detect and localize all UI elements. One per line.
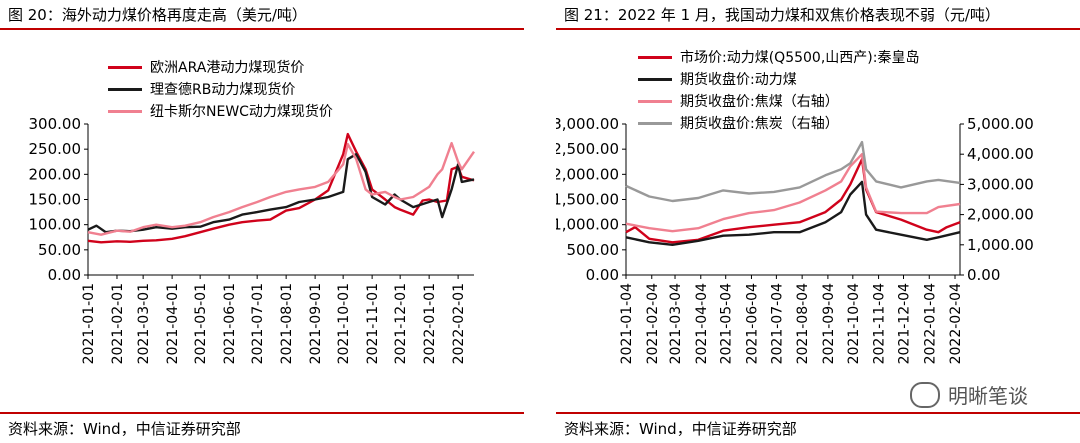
y-tick-label: 3,000.00 bbox=[556, 115, 619, 133]
chart-title: 图 20：海外动力煤价格再度走高（美元/吨） bbox=[8, 6, 307, 24]
y-tick-label: 1,000.00 bbox=[556, 216, 619, 234]
divider-top bbox=[0, 28, 524, 30]
legend-item: 期货收盘价:动力煤 bbox=[638, 68, 919, 90]
x-tick-label: 2021-07-04 bbox=[769, 283, 785, 364]
series-line-2 bbox=[87, 153, 475, 234]
x-tick-label: 2021-08-04 bbox=[795, 283, 811, 364]
y-tick-label: 50.00 bbox=[38, 241, 81, 259]
legend-item: 市场价:动力煤(Q5500,山西产):秦皇岛 bbox=[638, 46, 919, 68]
divider-top bbox=[556, 28, 1080, 30]
x-tick-label: 2021-07-01 bbox=[250, 283, 266, 364]
x-tick-label: 2021-09-01 bbox=[308, 283, 324, 364]
x-tick-label: 2021-12-01 bbox=[393, 283, 409, 364]
y-tick-label: 300.00 bbox=[29, 115, 82, 133]
y-tick-label: 0.00 bbox=[586, 266, 619, 284]
legend-label: 欧洲ARA港动力煤现货价 bbox=[150, 60, 305, 76]
legend-label: 期货收盘价:动力煤 bbox=[680, 72, 797, 88]
y-tick-label-right: 2,000.00 bbox=[967, 206, 1034, 224]
x-tick-label: 2021-06-04 bbox=[744, 283, 760, 364]
legend-label: 市场价:动力煤(Q5500,山西产):秦皇岛 bbox=[680, 50, 920, 66]
chart-legend: 市场价:动力煤(Q5500,山西产):秦皇岛 期货收盘价:动力煤期货收盘价:焦煤（… bbox=[638, 46, 919, 134]
source-note: 资料来源：Wind，中信证券研究部 bbox=[8, 420, 241, 438]
series-line-3 bbox=[87, 141, 475, 236]
x-tick-label: 2022-01-04 bbox=[922, 283, 938, 364]
y-tick-label: 500.00 bbox=[567, 241, 620, 259]
watermark: 明晰笔谈 bbox=[910, 380, 1028, 409]
x-tick-label: 2021-12-04 bbox=[897, 283, 913, 364]
y-tick-label-right: 0.00 bbox=[967, 266, 1000, 284]
legend-swatch bbox=[108, 109, 142, 113]
chart-legend: 欧洲ARA港动力煤现货价 理查德RB动力煤现货价纽卡斯尔NEWC动力煤现货价 bbox=[108, 56, 333, 122]
x-tick-label: 2021-08-01 bbox=[279, 283, 295, 364]
x-tick-label: 2022-01-01 bbox=[422, 283, 438, 364]
chart-title: 图 21：2022 年 1 月，我国动力煤和双焦价格表现不弱（元/吨） bbox=[564, 6, 1000, 24]
y-tick-label-right: 4,000.00 bbox=[967, 145, 1034, 163]
chart-panel-right: 图 21：2022 年 1 月，我国动力煤和双焦价格表现不弱（元/吨） 0.00… bbox=[556, 0, 1080, 443]
chart-panel-left: 图 20：海外动力煤价格再度走高（美元/吨） 0.00 50.00 100.00 15… bbox=[0, 0, 524, 443]
y-tick-label-right: 3,000.00 bbox=[967, 175, 1034, 193]
x-tick-label: 2021-02-04 bbox=[645, 283, 661, 364]
y-tick-label: 2,500.00 bbox=[556, 140, 619, 158]
x-tick-label: 2021-03-04 bbox=[668, 283, 684, 364]
y-tick-label: 150.00 bbox=[29, 191, 82, 209]
x-tick-label: 2021-04-01 bbox=[165, 283, 181, 364]
legend-swatch bbox=[638, 77, 672, 81]
legend-swatch bbox=[108, 87, 142, 91]
x-tick-label: 2021-11-01 bbox=[365, 283, 381, 364]
legend-label: 理查德RB动力煤现货价 bbox=[150, 82, 296, 98]
legend-swatch bbox=[638, 121, 672, 125]
legend-swatch bbox=[108, 65, 142, 69]
y-tick-label: 2,000.00 bbox=[556, 165, 619, 183]
y-tick-label: 250.00 bbox=[29, 140, 82, 158]
source-note: 资料来源：Wind，中信证券研究部 bbox=[564, 420, 797, 438]
legend-swatch bbox=[638, 55, 672, 59]
chart-plot-right: 0.00 500.00 1,000.00 1,500.00 2,000.00 2,500.… bbox=[556, 115, 1034, 364]
x-tick-label: 2021-03-01 bbox=[136, 283, 152, 364]
wechat-icon bbox=[910, 381, 940, 408]
legend-label: 期货收盘价:焦煤（右轴） bbox=[680, 94, 839, 110]
legend-item: 纽卡斯尔NEWC动力煤现货价 bbox=[108, 100, 333, 122]
x-tick-label: 2022-02-01 bbox=[451, 283, 467, 364]
x-tick-label: 2021-01-01 bbox=[81, 283, 97, 364]
legend-item: 期货收盘价:焦煤（右轴） bbox=[638, 90, 919, 112]
legend-item: 期货收盘价:焦炭（右轴） bbox=[638, 112, 919, 134]
x-tick-label: 2021-11-04 bbox=[872, 283, 888, 364]
chart-plot-left: 0.00 50.00 100.00 150.00 200.00 250.00 300.00 2… bbox=[29, 115, 475, 364]
divider-bottom bbox=[0, 412, 524, 414]
x-tick-label: 2021-05-04 bbox=[719, 283, 735, 364]
series-line-1 bbox=[625, 158, 961, 244]
x-tick-label: 2021-04-04 bbox=[694, 283, 710, 364]
y-tick-label-right: 5,000.00 bbox=[967, 115, 1034, 133]
x-tick-label: 2021-10-01 bbox=[336, 283, 352, 364]
y-tick-label: 1,500.00 bbox=[556, 191, 619, 209]
legend-label: 期货收盘价:焦炭（右轴） bbox=[680, 116, 839, 132]
x-tick-label: 2022-02-04 bbox=[948, 283, 964, 364]
divider-bottom bbox=[556, 412, 1080, 414]
x-tick-label: 2021-05-01 bbox=[193, 283, 209, 364]
legend-item: 欧洲ARA港动力煤现货价 bbox=[108, 56, 333, 78]
series-line-4 bbox=[625, 140, 961, 203]
series-line-2 bbox=[625, 180, 961, 246]
legend-label: 纽卡斯尔NEWC动力煤现货价 bbox=[150, 104, 333, 120]
series-line-3 bbox=[625, 153, 961, 233]
x-tick-label: 2021-10-04 bbox=[846, 283, 862, 364]
x-tick-label: 2021-02-01 bbox=[110, 283, 126, 364]
watermark-text: 明晰笔谈 bbox=[948, 384, 1028, 408]
legend-item: 理查德RB动力煤现货价 bbox=[108, 78, 333, 100]
y-tick-label: 100.00 bbox=[29, 216, 82, 234]
y-tick-label: 200.00 bbox=[29, 165, 82, 183]
y-tick-label: 0.00 bbox=[48, 266, 81, 284]
x-tick-label: 2021-09-04 bbox=[821, 283, 837, 364]
x-tick-label: 2021-06-01 bbox=[222, 283, 238, 364]
x-tick-label: 2021-01-04 bbox=[619, 283, 635, 364]
y-tick-label-right: 1,000.00 bbox=[967, 236, 1034, 254]
legend-swatch bbox=[638, 99, 672, 103]
